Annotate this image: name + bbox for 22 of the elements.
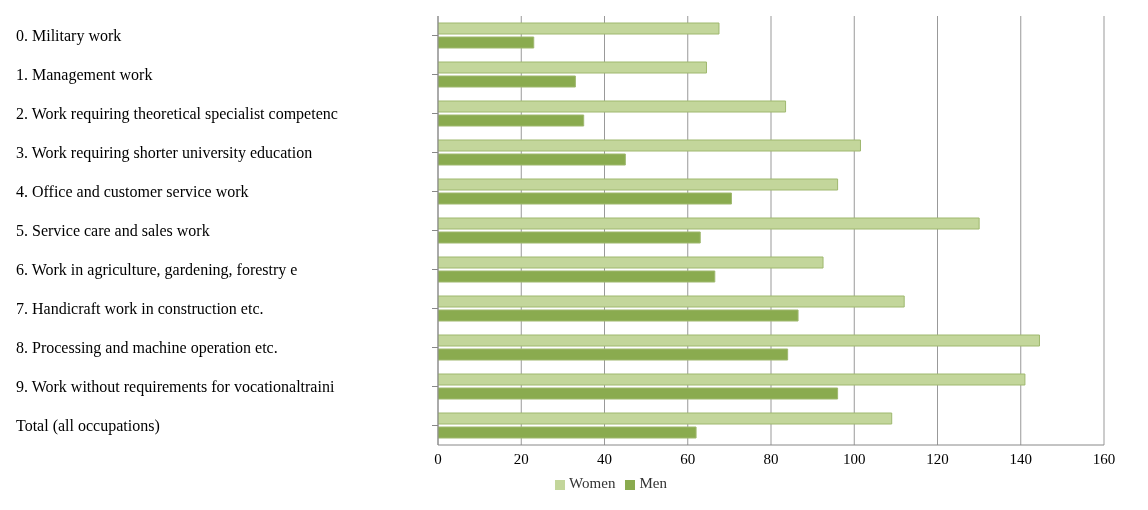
- x-tick-label: 100: [843, 450, 866, 467]
- y-tick-label: 3. Work requiring shorter university education: [16, 143, 313, 162]
- x-tick-label: 80: [763, 450, 779, 467]
- x-tick-label: 0: [434, 450, 442, 467]
- x-tick-label: 140: [1009, 450, 1032, 467]
- x-tick-label: 20: [513, 450, 529, 467]
- y-tick-label: 4. Office and customer service work: [16, 182, 249, 200]
- y-tick-label: 7. Handicraft work in construction etc.: [16, 299, 264, 317]
- y-tick-label: 8. Processing and machine operation etc.: [16, 338, 278, 357]
- legend-label: Women: [569, 475, 616, 491]
- y-tick-label: 9. Work without requirements for vocationaltraini: [16, 377, 335, 396]
- y-tick-label: 1. Management work: [16, 65, 153, 84]
- y-tick-label: 6. Work in agriculture, gardening, forestry e: [16, 260, 298, 279]
- y-tick-label: 0. Military work: [16, 26, 122, 45]
- y-tick-label: 5. Service care and sales work: [16, 221, 210, 239]
- y-tick-label: Total (all occupations): [16, 416, 160, 435]
- legend-label: Men: [639, 475, 667, 491]
- x-tick-label: 120: [926, 450, 949, 467]
- x-tick-label: 160: [1092, 450, 1116, 467]
- x-tick-label: 40: [597, 450, 612, 467]
- x-tick-label: 60: [680, 450, 696, 467]
- y-tick-label: 2. Work requiring theoretical specialist competenc: [16, 104, 338, 123]
